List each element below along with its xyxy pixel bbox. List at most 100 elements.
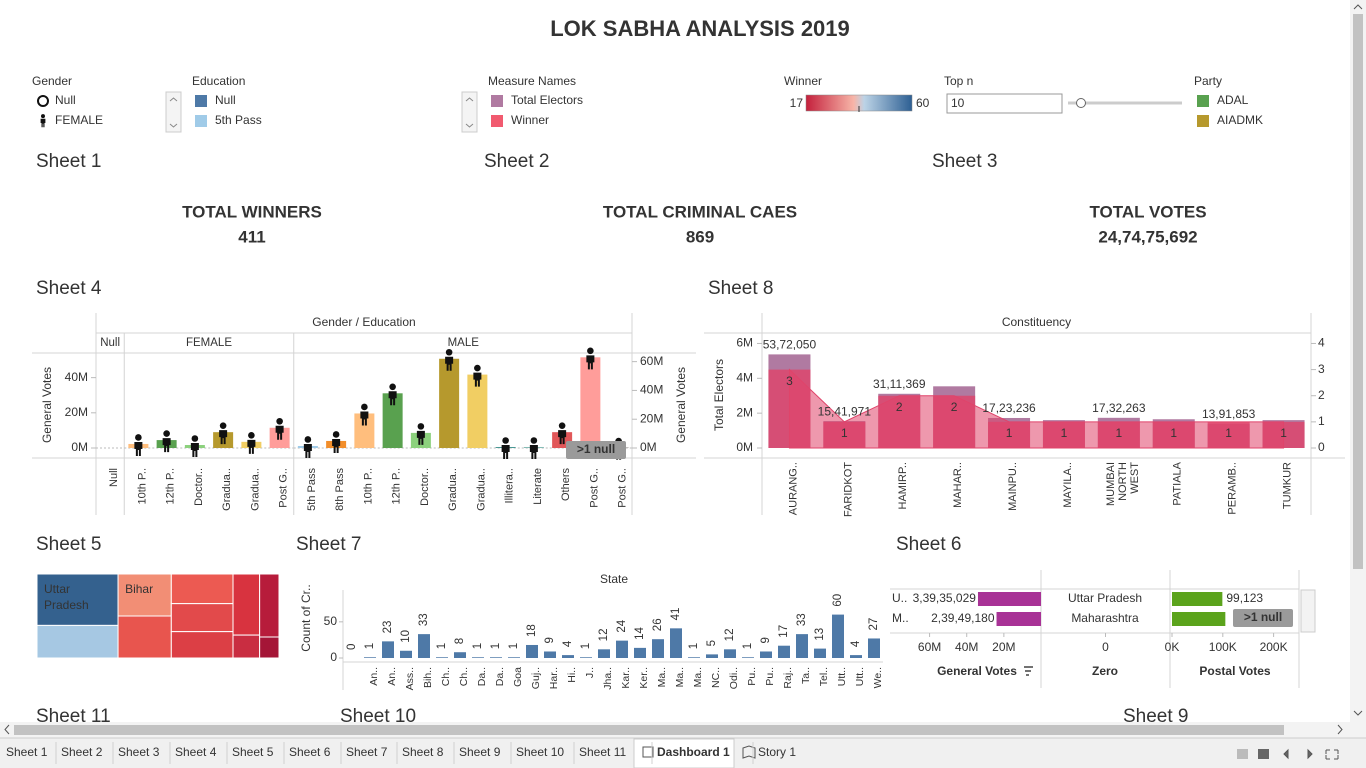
tab-tools[interactable]	[1237, 748, 1339, 760]
bar	[544, 651, 556, 658]
x-tick-label: Ma..	[674, 667, 686, 687]
data-label: 1	[364, 643, 376, 649]
kpi-label: TOTAL VOTES	[1089, 202, 1206, 221]
active-tab[interactable]	[633, 738, 735, 768]
filter-item: Winner	[511, 113, 549, 127]
y2-tick-label: 40M	[640, 383, 663, 397]
tab[interactable]: Sheet 7	[346, 745, 388, 759]
x-tick-label: 8th Pass	[334, 468, 346, 511]
tab[interactable]: Sheet 9	[459, 745, 501, 759]
h-scroll-arrows[interactable]	[4, 724, 1343, 735]
data-label: 1	[490, 643, 502, 649]
filter-label: Top n	[944, 74, 973, 88]
bar	[1207, 421, 1250, 448]
y-tick-label: 20M	[65, 405, 88, 419]
kpi-label: TOTAL CRIMINAL CAES	[603, 202, 797, 221]
data-label: 1	[508, 643, 520, 649]
data-label: 4	[850, 640, 862, 647]
content: Gender Education Measure Names Winner Top n P…	[32, 74, 1345, 727]
person-icon-head	[587, 347, 594, 355]
tab[interactable]: Dashboard 1	[657, 745, 730, 759]
data-label: 1	[472, 643, 484, 649]
data-label: 24	[616, 619, 628, 632]
chart-title: Gender / Education	[312, 315, 415, 329]
legend-swatch	[1197, 115, 1209, 127]
v-scroll-arrows[interactable]	[1353, 4, 1363, 716]
tab[interactable]: Sheet 6	[289, 745, 331, 759]
bar	[1152, 421, 1195, 448]
pane-header: Null	[100, 337, 120, 349]
data-label: 10	[400, 630, 412, 643]
x-tick-label: 12th P..	[165, 468, 177, 505]
x-tick-label: TUMKUR	[1281, 462, 1293, 509]
data-label: 13	[814, 628, 826, 641]
person-icon-head	[248, 432, 255, 439]
bar	[670, 628, 682, 658]
x-tick-label: Odi..	[728, 667, 740, 689]
person-icon-head	[332, 431, 340, 438]
bar	[580, 357, 601, 448]
bar	[768, 369, 811, 448]
bar	[850, 655, 862, 658]
x-tick-label: FARIDKOT	[842, 462, 854, 517]
x-tick-label: Pu..	[764, 667, 776, 686]
x-tick-label: Pu..	[746, 667, 758, 686]
tab[interactable]: Sheet 5	[232, 745, 274, 759]
y-tick-label: 6M	[736, 336, 753, 350]
x-tick-label: 5th Pass	[306, 468, 318, 511]
person-icon-head	[502, 437, 509, 444]
x-tick-label: Others	[560, 468, 572, 502]
gradient-max: 60	[916, 96, 930, 110]
bar	[778, 645, 790, 658]
tab[interactable]: Sheet 1	[6, 745, 48, 759]
x-tick-label: 100K	[1209, 640, 1237, 654]
bar	[598, 649, 610, 658]
person-icon-head	[276, 417, 283, 425]
treemap-cell	[170, 631, 234, 659]
x-tick-label: Da..	[494, 667, 506, 686]
sheet-title: Sheet 8	[708, 278, 774, 299]
filter-item: Total Electors	[511, 93, 583, 107]
mini-scrollbar	[1300, 589, 1316, 633]
y-tick-label: 4M	[736, 370, 753, 384]
tab[interactable]: Sheet 11	[579, 745, 626, 759]
tab[interactable]: Sheet 10	[516, 745, 564, 759]
tab[interactable]: Sheet 4	[175, 745, 217, 759]
y2-tick-label: 1	[1318, 414, 1325, 428]
data-label: 15,41,971	[818, 404, 872, 418]
tab[interactable]: Story 1	[758, 745, 796, 759]
x-tick-label: An..	[368, 667, 380, 686]
x-tick-label: Post G..	[278, 468, 290, 508]
h-scroll-thumb[interactable]	[14, 725, 1284, 735]
scroll-arrows[interactable]	[165, 91, 478, 133]
bar	[878, 395, 921, 448]
bar	[382, 393, 403, 448]
sort-icon	[1024, 666, 1033, 676]
person-icon-body	[134, 441, 143, 456]
data-label: 13,91,853	[1202, 407, 1256, 421]
tab[interactable]: Sheet 3	[118, 745, 160, 759]
x-tick-label: Gradua..	[221, 468, 233, 511]
data-label: 1	[1225, 426, 1232, 440]
person-icon-body	[388, 391, 397, 406]
x-tick-label: 0	[1102, 640, 1109, 654]
data-label: 60	[832, 594, 844, 607]
top-n-input[interactable]	[946, 93, 1063, 114]
sheet-title: Sheet 10	[340, 706, 416, 727]
data-label: 9	[760, 637, 772, 643]
bar	[996, 612, 1041, 626]
data-label: 8	[454, 638, 466, 644]
y-tick-label: 0	[330, 650, 337, 664]
v-scroll-thumb[interactable]	[1353, 14, 1363, 569]
x-tick-label: AURANG..	[787, 462, 799, 515]
tab[interactable]: Sheet 8	[402, 745, 444, 759]
data-label: 1	[688, 643, 700, 649]
slider-knob[interactable]	[1076, 98, 1086, 108]
kpi-label: TOTAL WINNERS	[182, 202, 322, 221]
treemap-cell	[117, 573, 172, 617]
person-icon-body	[190, 443, 199, 458]
tab[interactable]: Sheet 2	[61, 745, 103, 759]
data-label: 31,11,369	[873, 377, 926, 391]
treemap-cell	[117, 615, 172, 659]
legend-swatch	[491, 115, 503, 127]
